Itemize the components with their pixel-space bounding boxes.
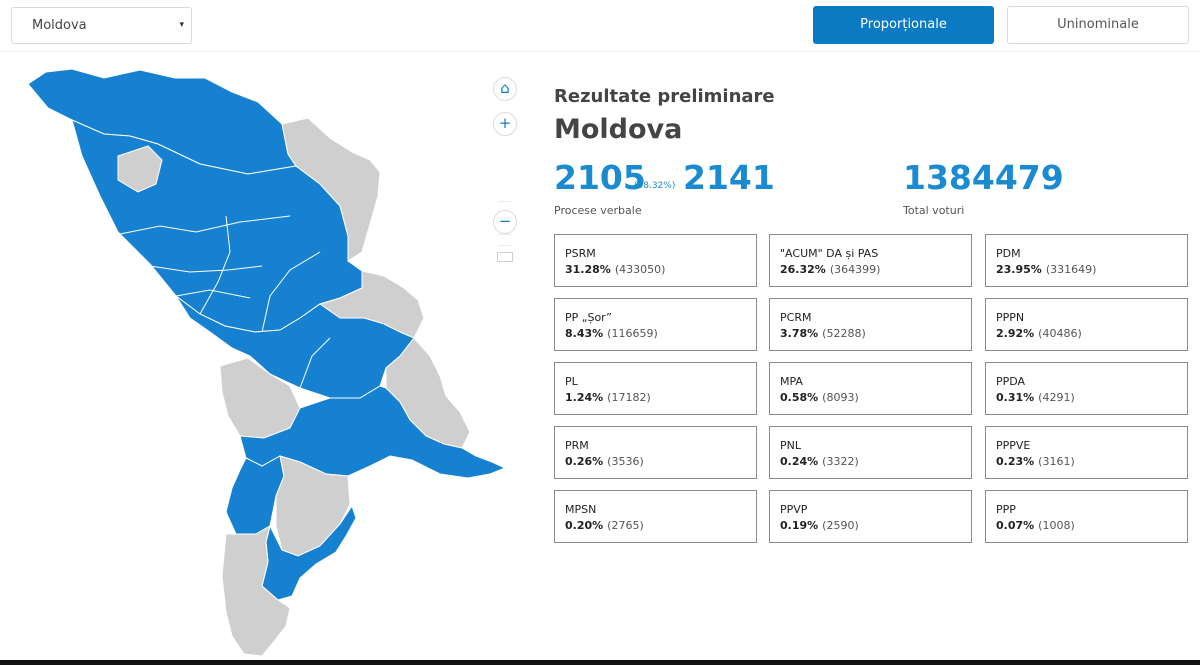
party-name: PL [565, 375, 578, 388]
region-select[interactable]: Moldova ▾ [11, 7, 192, 44]
party-percent: 1.24% [565, 391, 604, 404]
party-name: PPPN [996, 311, 1025, 324]
party-card[interactable]: PDM 23.95% (331649) [985, 234, 1188, 287]
moldova-map[interactable] [0, 56, 540, 661]
top-bar: Moldova ▾ Proporționale Uninominale [0, 0, 1200, 52]
party-votes: (52288) [822, 327, 866, 340]
party-votes: (8093) [822, 391, 859, 404]
tab-proportionale[interactable]: Proporționale [813, 6, 994, 44]
party-votes: (1008) [1038, 519, 1075, 532]
party-percent: 0.24% [780, 455, 819, 468]
party-percent: 23.95% [996, 263, 1042, 276]
bottom-border [0, 660, 1200, 665]
total-votes: 1384479 [903, 158, 1064, 197]
party-card[interactable]: MPSN 0.20% (2765) [554, 490, 757, 543]
party-votes: (433050) [614, 263, 666, 276]
total-votes-label: Total voturi [903, 204, 965, 217]
map-region[interactable] [221, 524, 291, 657]
party-name: MPA [780, 375, 803, 388]
party-votes: (17182) [607, 391, 651, 404]
party-card[interactable]: MPA 0.58% (8093) [769, 362, 972, 415]
party-name: PPPVE [996, 439, 1031, 452]
processed-percent: (98.32%) [634, 181, 676, 191]
party-name: PPDA [996, 375, 1026, 388]
party-card[interactable]: PP „Șor” 8.43% (116659) [554, 298, 757, 351]
party-name: "ACUM" DA și PAS [780, 247, 879, 260]
party-percent: 3.78% [780, 327, 819, 340]
total-protocols: 2141 [683, 158, 775, 197]
home-icon[interactable]: ⌂ [493, 77, 517, 101]
party-votes: (4291) [1038, 391, 1075, 404]
party-percent: 0.23% [996, 455, 1035, 468]
chevron-down-icon: ▾ [179, 20, 184, 30]
party-percent: 0.19% [780, 519, 819, 532]
party-name: PDM [996, 247, 1021, 260]
party-card[interactable]: PPPN 2.92% (40486) [985, 298, 1188, 351]
party-percent: 0.26% [565, 455, 604, 468]
party-name: PP „Șor” [565, 311, 612, 324]
zoom-out-button[interactable]: − [493, 210, 517, 234]
zoom-slider-handle[interactable] [497, 252, 513, 262]
party-percent: 0.20% [565, 519, 604, 532]
processed-count: 2105 [554, 158, 646, 197]
party-percent: 26.32% [780, 263, 826, 276]
party-percent: 0.58% [780, 391, 819, 404]
party-votes: (40486) [1038, 327, 1082, 340]
map-region[interactable] [281, 117, 381, 262]
party-percent: 0.31% [996, 391, 1035, 404]
map-region[interactable] [117, 145, 163, 193]
party-card[interactable]: PL 1.24% (17182) [554, 362, 757, 415]
party-card[interactable]: PPVP 0.19% (2590) [769, 490, 972, 543]
party-votes: (3536) [607, 455, 644, 468]
party-name: MPSN [565, 503, 597, 516]
party-name: PPP [996, 503, 1016, 516]
party-votes: (2590) [822, 519, 859, 532]
party-percent: 31.28% [565, 263, 611, 276]
party-name: PNL [780, 439, 801, 452]
zoom-in-button[interactable]: + [493, 112, 517, 136]
party-votes: (116659) [607, 327, 658, 340]
protocols-label: Procese verbale [554, 204, 642, 217]
party-name: PSRM [565, 247, 596, 260]
party-votes: (331649) [1045, 263, 1097, 276]
party-name: PPVP [780, 503, 808, 516]
results-title: Moldova [554, 114, 683, 145]
party-card[interactable]: PPPVE 0.23% (3161) [985, 426, 1188, 479]
party-votes: (364399) [829, 263, 881, 276]
party-votes: (3161) [1038, 455, 1075, 468]
party-card[interactable]: PSRM 31.28% (433050) [554, 234, 757, 287]
party-card[interactable]: "ACUM" DA și PAS 26.32% (364399) [769, 234, 972, 287]
party-name: PRM [565, 439, 589, 452]
party-card[interactable]: PNL 0.24% (3322) [769, 426, 972, 479]
results-subtitle: Rezultate preliminare [554, 86, 775, 107]
party-votes: (3322) [822, 455, 859, 468]
party-card[interactable]: PRM 0.26% (3536) [554, 426, 757, 479]
map-panel[interactable]: ⌂ + − [0, 56, 540, 661]
party-name: PCRM [780, 311, 812, 324]
party-votes: (2765) [607, 519, 644, 532]
party-percent: 2.92% [996, 327, 1035, 340]
map-region[interactable] [225, 455, 285, 535]
region-select-value: Moldova [32, 18, 87, 33]
party-percent: 8.43% [565, 327, 604, 340]
party-percent: 0.07% [996, 519, 1035, 532]
party-card[interactable]: PPDA 0.31% (4291) [985, 362, 1188, 415]
party-card[interactable]: PCRM 3.78% (52288) [769, 298, 972, 351]
party-card[interactable]: PPP 0.07% (1008) [985, 490, 1188, 543]
tab-uninominale[interactable]: Uninominale [1007, 6, 1189, 44]
